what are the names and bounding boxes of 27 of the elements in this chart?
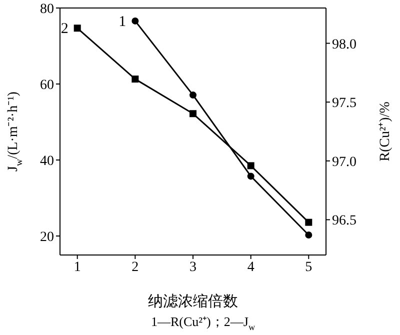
x-tick-label: 1 <box>74 260 81 275</box>
y-tick-label: 20 <box>40 230 54 245</box>
x-axis-title: 纳滤浓缩倍数 <box>148 293 238 310</box>
series-label: 1 <box>118 14 126 30</box>
y2-tick-label: 97.5 <box>332 96 356 112</box>
y2-tick-label: 96.5 <box>332 214 356 229</box>
point <box>190 92 196 99</box>
y-tick-label: 40 <box>40 154 54 169</box>
point <box>247 162 254 170</box>
x-tick-label: 2 <box>132 260 139 275</box>
point <box>190 110 196 118</box>
point <box>74 24 81 32</box>
y-tick-label: 60 <box>40 78 54 93</box>
point <box>132 17 139 24</box>
series-label: 2 <box>60 21 68 38</box>
point <box>305 218 312 226</box>
y2-tick-label: 98.0 <box>332 37 356 52</box>
point <box>132 76 139 83</box>
y2-tick-label: 97.0 <box>332 154 356 170</box>
y2-axis-title: R(Cu²⁺)/% <box>378 101 394 162</box>
x-tick-label: 5 <box>305 260 312 275</box>
x-tick-label: 4 <box>247 260 254 275</box>
point <box>305 232 312 239</box>
x-tick-label: 3 <box>190 260 196 275</box>
text: 1—R(Cu²⁺)；2—J$_{w}$ <box>150 314 256 332</box>
point <box>247 172 254 180</box>
y-tick-label: 80 <box>40 2 54 17</box>
